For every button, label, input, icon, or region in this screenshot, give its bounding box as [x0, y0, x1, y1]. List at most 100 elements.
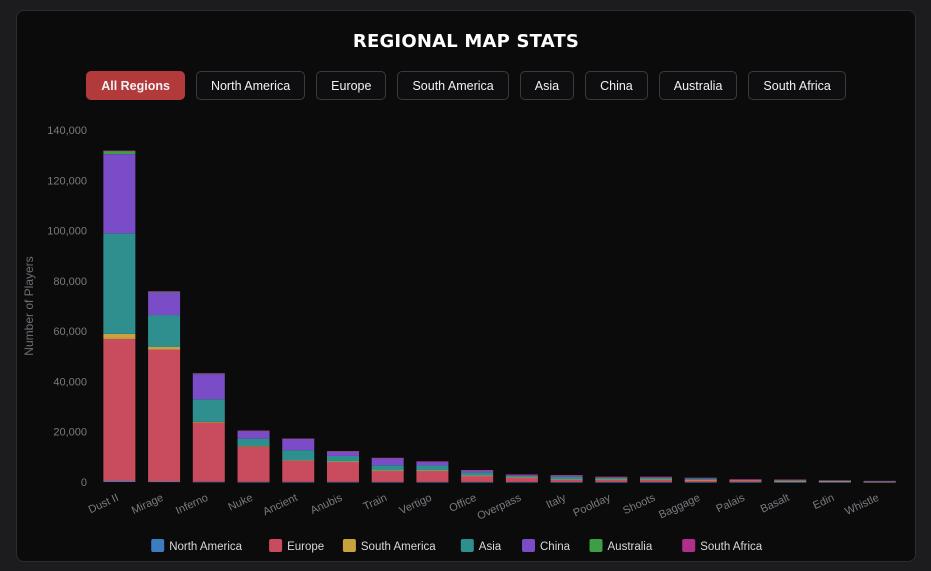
- filter-south-africa-button[interactable]: South Africa: [748, 71, 846, 100]
- bar-segment-europe: [371, 470, 404, 482]
- bar-segment-china: [416, 461, 449, 466]
- bar-segment-europe: [640, 479, 673, 482]
- x-tick-label: Nuke: [226, 492, 254, 514]
- page-title: REGIONAL MAP STATS: [352, 31, 580, 52]
- legend-label: Asia: [479, 541, 502, 553]
- bar-segment-asia: [863, 481, 896, 483]
- bar-segment-south-africa: [505, 474, 538, 476]
- x-tick-label: Vertigo: [398, 492, 434, 517]
- x-tick-label: Office: [447, 492, 478, 515]
- x-tick-label: Train: [362, 492, 389, 513]
- bar-segment-europe: [505, 477, 538, 482]
- bar-segment-north-america: [684, 481, 717, 483]
- bar-segment-china: [550, 475, 583, 477]
- bar-segment-north-america: [550, 481, 583, 483]
- bar-segment-europe: [461, 475, 494, 482]
- x-tick-label: Ancient: [261, 492, 299, 518]
- bar-segment-europe: [148, 349, 181, 482]
- filter-all-regions-button[interactable]: All Regions: [86, 71, 185, 100]
- bar-segment-asia: [416, 465, 449, 471]
- bar-segment-south-america: [505, 477, 538, 478]
- bar-segment-asia: [818, 480, 851, 482]
- bar-segment-asia: [684, 478, 717, 480]
- y-tick-label: 100,000: [47, 226, 87, 238]
- filter-asia-button[interactable]: Asia: [519, 71, 575, 100]
- legend-swatch: [460, 539, 474, 552]
- bar-segment-asia: [326, 455, 359, 462]
- bar-segment-south-africa: [863, 480, 896, 482]
- bar-segment-north-america: [326, 481, 359, 483]
- bar-segment-north-america: [416, 481, 449, 483]
- legend-swatch: [589, 539, 603, 552]
- bar-segment-south-africa: [684, 477, 717, 479]
- bar-segment-europe: [729, 479, 762, 482]
- x-tick-label: Baggage: [657, 492, 702, 521]
- x-tick-label: Italy: [544, 492, 568, 512]
- bar-segment-asia: [461, 472, 494, 476]
- bar-segment-asia: [371, 465, 404, 471]
- bar-segment-south-america: [640, 479, 673, 481]
- bar-segment-south-africa: [595, 476, 628, 478]
- bar-segment-south-america: [684, 479, 717, 481]
- filter-north-america-button[interactable]: North America: [195, 71, 306, 100]
- y-tick-label: 0: [81, 477, 87, 489]
- bar-segment-south-america: [371, 470, 404, 472]
- x-tick-label: Dust II: [87, 492, 121, 516]
- bar-segment-south-america: [818, 481, 851, 483]
- bar-segment-europe: [326, 461, 359, 482]
- x-tick-label: Anubis: [309, 492, 345, 517]
- bar-segment-south-america: [416, 470, 449, 472]
- bar-segment-south-africa: [640, 476, 673, 478]
- filter-china-button[interactable]: China: [585, 71, 648, 100]
- bar-segment-north-america: [371, 481, 404, 483]
- filter-europe-button[interactable]: Europe: [316, 71, 387, 100]
- legend-label: South Africa: [700, 541, 763, 553]
- bar-segment-south-america: [148, 346, 181, 350]
- bar-segment-north-america: [595, 481, 628, 483]
- bar-segment-north-america: [774, 481, 807, 483]
- bar-segment-asia: [237, 438, 270, 447]
- bar-segment-north-america: [640, 481, 673, 483]
- bar-segment-europe: [550, 479, 583, 482]
- bar-segment-north-america: [103, 480, 136, 482]
- bar-segment-south-africa: [416, 461, 449, 462]
- x-tick-label: Mirage: [130, 492, 166, 517]
- bar-segment-south-america: [461, 475, 494, 477]
- y-tick-label: 60,000: [53, 326, 87, 338]
- bar-segment-south-america: [103, 333, 136, 339]
- x-tick-label: Basalt: [759, 492, 792, 516]
- legend-swatch: [522, 539, 535, 552]
- legend-label: China: [540, 541, 571, 553]
- bar-segment-south-america: [550, 479, 583, 481]
- y-tick-label: 20,000: [53, 427, 87, 439]
- bar-segment-south-america: [326, 461, 359, 463]
- y-tick-label: 40,000: [53, 376, 87, 388]
- bar-segment-europe: [282, 460, 315, 482]
- bar-segment-south-africa: [103, 150, 136, 152]
- legend-label: Europe: [287, 541, 324, 553]
- bar-segment-north-america: [729, 481, 762, 483]
- filter-south-america-button[interactable]: South America: [397, 71, 509, 100]
- x-tick-label: Poolday: [571, 492, 613, 520]
- bar-segment-south-africa: [282, 438, 315, 440]
- x-tick-label: Shoots: [621, 492, 658, 518]
- x-tick-label: Palais: [715, 492, 748, 516]
- bar-segment-europe: [595, 479, 628, 482]
- bar-segment-europe: [684, 479, 717, 482]
- x-tick-label: Overpass: [475, 492, 523, 523]
- y-tick-label: 140,000: [47, 125, 87, 137]
- bar-segment-south-america: [237, 446, 270, 447]
- bar-segment-north-america: [192, 481, 225, 483]
- bar-segment-asia: [192, 399, 225, 422]
- bar-segment-asia: [103, 233, 136, 334]
- bar-segment-asia: [505, 475, 538, 478]
- bar-segment-south-america: [192, 421, 225, 423]
- bar-segment-south-africa: [326, 451, 359, 452]
- bar-segment-north-america: [282, 481, 315, 483]
- bar-segment-south-america: [282, 460, 315, 461]
- bar-segment-china: [103, 154, 136, 234]
- bar-segment-europe: [103, 338, 136, 481]
- filter-australia-button[interactable]: Australia: [658, 71, 738, 100]
- bar-segment-australia: [148, 291, 181, 293]
- legend-swatch: [269, 539, 283, 552]
